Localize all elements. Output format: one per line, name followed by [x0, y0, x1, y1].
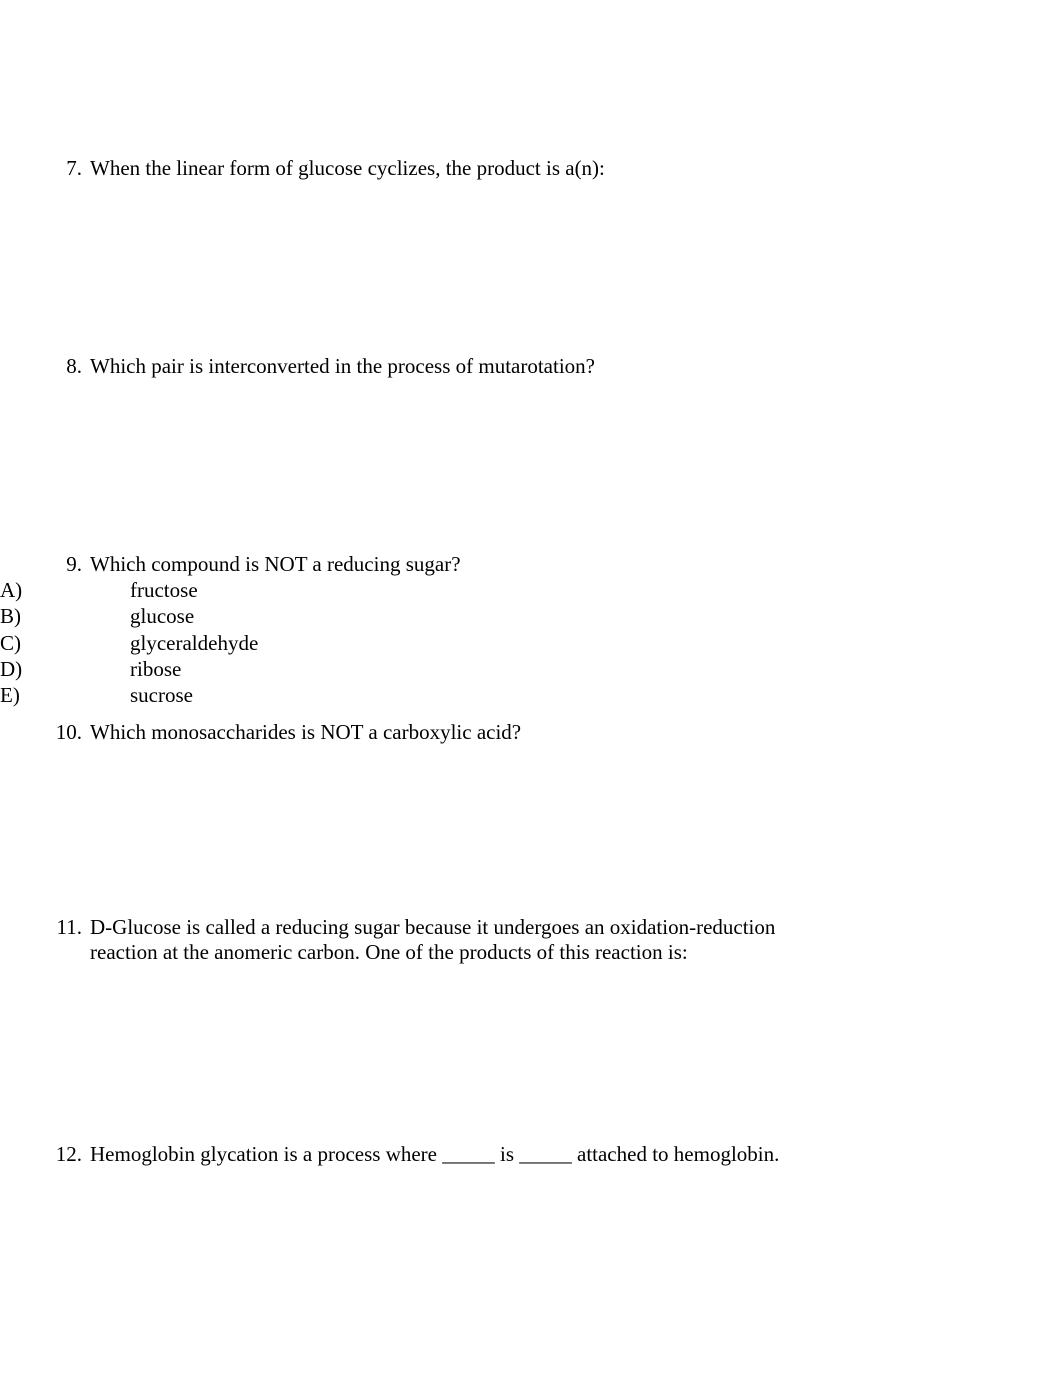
question-row: 12. Hemoglobin glycation is a process wh… [0, 1142, 922, 1167]
question-text: Hemoglobin glycation is a process where … [90, 1142, 922, 1167]
option-c: C) glyceraldehyde [0, 630, 922, 656]
question-number: 9. [0, 552, 90, 577]
question-text: Which pair is interconverted in the proc… [90, 354, 922, 379]
question-10: 10. Which monosaccharides is NOT a carbo… [0, 720, 922, 745]
question-11: 11. D-Glucose is called a reducing sugar… [0, 915, 922, 965]
question-8: 8. Which pair is interconverted in the p… [0, 354, 922, 379]
question-row: 11. D-Glucose is called a reducing sugar… [0, 915, 922, 965]
question-row: 9. Which compound is NOT a reducing suga… [0, 552, 922, 577]
question-text-line2: reaction at the anomeric carbon. One of … [90, 940, 688, 964]
question-text: D-Glucose is called a reducing sugar bec… [90, 915, 922, 965]
question-number: 11. [0, 915, 90, 940]
question-number: 10. [0, 720, 90, 745]
option-e: E) sucrose [0, 682, 922, 708]
question-text: Which monosaccharides is NOT a carboxyli… [90, 720, 922, 745]
question-number: 12. [0, 1142, 90, 1167]
option-a: A) fructose [0, 577, 922, 603]
question-row: 7. When the linear form of glucose cycli… [0, 156, 922, 181]
option-text: sucrose [130, 682, 922, 708]
option-label: A) [0, 577, 130, 603]
question-row: 8. Which pair is interconverted in the p… [0, 354, 922, 379]
option-label: D) [0, 656, 130, 682]
option-text: glucose [130, 603, 922, 629]
option-b: B) glucose [0, 603, 922, 629]
option-text: glyceraldehyde [130, 630, 922, 656]
option-d: D) ribose [0, 656, 922, 682]
question-9: 9. Which compound is NOT a reducing suga… [0, 552, 922, 708]
question-text-line1: D-Glucose is called a reducing sugar bec… [90, 915, 775, 939]
question-number: 8. [0, 354, 90, 379]
question-text: When the linear form of glucose cyclizes… [90, 156, 922, 181]
question-text: Which compound is NOT a reducing sugar? [90, 552, 922, 577]
option-label: E) [0, 682, 130, 708]
question-row: 10. Which monosaccharides is NOT a carbo… [0, 720, 922, 745]
option-label: B) [0, 603, 130, 629]
question-number: 7. [0, 156, 90, 181]
option-text: fructose [130, 577, 922, 603]
question-12: 12. Hemoglobin glycation is a process wh… [0, 1142, 922, 1167]
question-7: 7. When the linear form of glucose cycli… [0, 156, 922, 181]
option-label: C) [0, 630, 130, 656]
option-text: ribose [130, 656, 922, 682]
